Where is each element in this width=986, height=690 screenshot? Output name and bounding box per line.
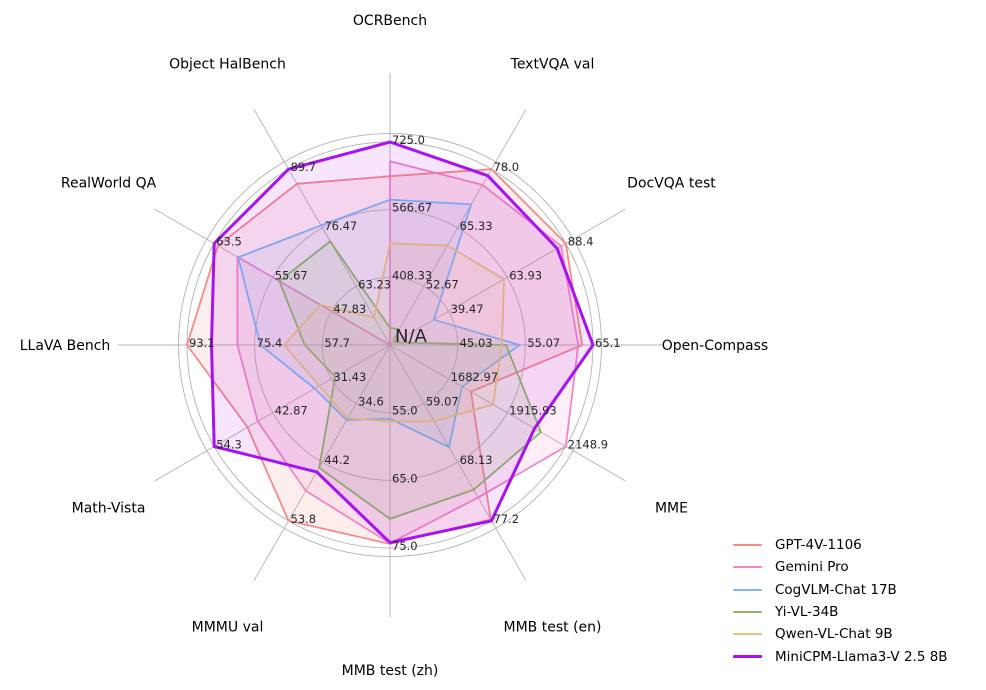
tick-label: 34.6 [358, 395, 384, 409]
axis-label-mmb-test-zh-: MMB test (zh) [342, 663, 439, 679]
center-na-label: N/A [395, 326, 428, 347]
tick-label: 566.67 [392, 201, 432, 215]
legend-item-cogvlm-chat-17b: CogVLM-Chat 17B [733, 579, 948, 601]
legend-label: CogVLM-Chat 17B [775, 581, 897, 598]
legend-item-gemini-pro: Gemini Pro [733, 556, 948, 578]
legend-label: GPT-4V-1106 [775, 537, 862, 554]
tick-label: 52.67 [426, 277, 459, 291]
tick-label: 63.23 [358, 277, 391, 291]
tick-label: 93.1 [189, 336, 215, 350]
series-fill-gpt-4v-1106 [187, 169, 583, 544]
legend-line-swatch [733, 544, 762, 547]
tick-label: 39.47 [451, 302, 484, 316]
legend-label: Qwen-VL-Chat 9B [775, 626, 893, 643]
tick-label: 1915.93 [509, 404, 557, 418]
tick-label: 54.3 [216, 438, 242, 452]
series-line-minicpm-llama3-v-2-5-8b [209, 140, 595, 545]
axis-label-ocrbench: OCRBench [353, 13, 427, 29]
legend-line-swatch [733, 566, 762, 569]
axis-label-textvqa-val: TextVQA val [510, 57, 595, 73]
series-fill-cogvlm-chat-17b [238, 199, 520, 448]
tick-label: 65.0 [392, 471, 418, 485]
tick-label: 89.7 [291, 160, 317, 174]
axis-label-docvqa-test: DocVQA test [627, 176, 716, 192]
axis-label-math-vista: Math-Vista [72, 501, 146, 517]
axis-label-mmb-test-en-: MMB test (en) [504, 619, 602, 635]
axis-label-mmmu-val: MMMU val [192, 619, 264, 635]
series-line-cogvlm-chat-17b [237, 198, 521, 449]
tick-label: 31.43 [333, 370, 366, 384]
legend-item-yi-vl-34b: Yi-VL-34B [733, 601, 948, 623]
tick-label: 47.83 [333, 302, 366, 316]
legend-label: MiniCPM-Llama3-V 2.5 8B [775, 648, 948, 665]
tick-label: 59.07 [426, 395, 459, 409]
legend-item-minicpm-llama3-v-2.5-8b: MiniCPM-Llama3-V 2.5 8B [733, 645, 948, 667]
legend-item-qwen-vl-chat-9b: Qwen-VL-Chat 9B [733, 623, 948, 645]
tick-label: 68.13 [460, 453, 493, 467]
tick-label: 55.0 [392, 404, 418, 418]
axis-label-mme: MME [655, 501, 688, 517]
series-line-yi-vl-34b [278, 240, 542, 520]
tick-label: 76.47 [324, 219, 357, 233]
tick-label: 63.5 [216, 235, 242, 249]
legend-label: Gemini Pro [775, 559, 849, 576]
tick-label: 45.03 [460, 336, 493, 350]
tick-label: 78.0 [494, 160, 520, 174]
legend-label: Yi-VL-34B [775, 604, 839, 621]
legend-line-swatch [733, 588, 762, 591]
series-line-qwen-vl-chat-9b [283, 242, 505, 423]
tick-label: 2148.9 [568, 438, 608, 452]
legend-line-swatch [733, 611, 762, 614]
legend-line-swatch [733, 633, 762, 636]
tick-label: 42.87 [275, 404, 308, 418]
tick-label: 725.0 [392, 133, 425, 147]
tick-label: 88.4 [568, 235, 594, 249]
axis-spoke [253, 109, 391, 346]
axis-label-open-compass: Open-Compass [662, 338, 768, 354]
axis-spoke [389, 208, 626, 346]
tick-label: 77.2 [494, 512, 520, 526]
series-fill-minicpm-llama3-v-2-5-8b [211, 142, 593, 543]
legend-line-swatch [733, 655, 762, 659]
axis-spoke [154, 344, 391, 482]
axis-spoke [389, 109, 527, 346]
tick-label: 55.67 [275, 268, 308, 282]
axis-spoke [389, 344, 626, 482]
tick-label: 57.7 [324, 336, 350, 350]
axis-spoke [253, 344, 391, 581]
tick-label: 408.33 [392, 268, 432, 282]
tick-label: 55.07 [527, 336, 560, 350]
tick-label: 44.2 [324, 453, 350, 467]
tick-label: 65.1 [595, 336, 621, 350]
axis-label-llava-bench: LLaVA Bench [20, 338, 111, 354]
tick-label: 65.33 [460, 219, 493, 233]
tick-label: 63.93 [509, 268, 542, 282]
axis-label-realworld-qa: RealWorld QA [61, 176, 157, 192]
tick-label: 1682.97 [451, 370, 499, 384]
legend-item-gpt-4v-1106: GPT-4V-1106 [733, 534, 948, 556]
tick-label: 53.8 [291, 512, 317, 526]
series-fill-qwen-vl-chat-9b [284, 243, 505, 422]
axis-label-object-halbench: Object HalBench [169, 57, 286, 73]
legend: GPT-4V-1106 Gemini Pro CogVLM-Chat 17B Y… [733, 534, 948, 668]
axis-spoke [389, 344, 527, 581]
tick-label: 75.0 [392, 539, 418, 553]
tick-label: 75.4 [257, 336, 283, 350]
